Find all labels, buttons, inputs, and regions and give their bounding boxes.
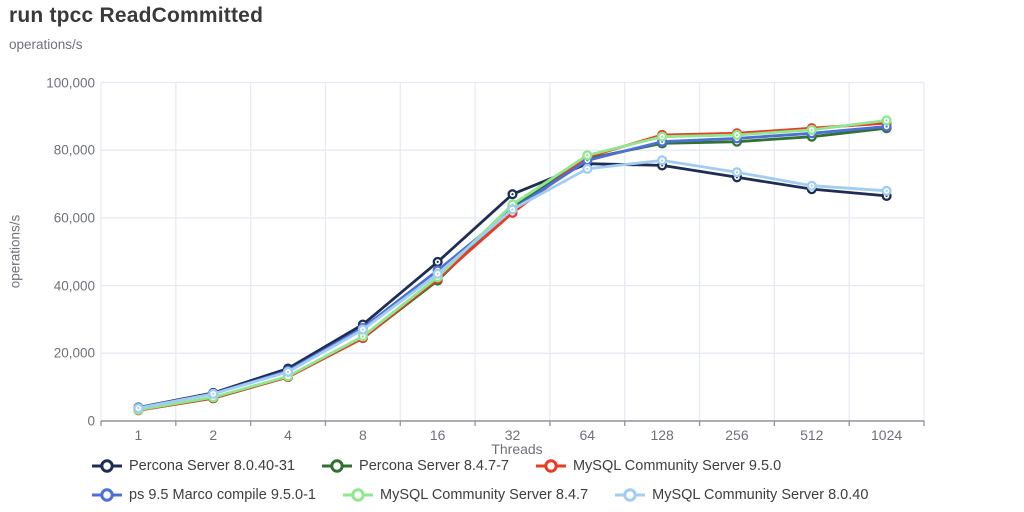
data-point-center bbox=[661, 135, 664, 138]
data-point-center bbox=[212, 392, 215, 396]
data-point-center bbox=[361, 335, 364, 338]
chart-legend-row-1: Percona Server 8.0.40-31 Percona Server 8… bbox=[92, 458, 781, 474]
legend-item: MySQL Community Server 9.5.0 bbox=[535, 458, 782, 474]
data-point-center bbox=[810, 184, 813, 187]
y-tick-label: 100,000 bbox=[46, 75, 95, 90]
legend-item: Percona Server 8.4.7-7 bbox=[322, 458, 509, 474]
data-point-center bbox=[810, 128, 813, 131]
data-point-center bbox=[661, 159, 664, 162]
legend-label: Percona Server 8.4.7-7 bbox=[359, 458, 509, 474]
y-tick-label: 40,000 bbox=[53, 278, 95, 294]
legend-label: ps 9.5 Marco compile 9.5.0-1 bbox=[129, 487, 316, 503]
data-point-center bbox=[286, 370, 290, 374]
data-point-center bbox=[735, 171, 739, 174]
x-tick-label: 16 bbox=[429, 427, 446, 443]
legend-marker-icon bbox=[342, 488, 373, 502]
chart-title: run tpcc ReadCommitted bbox=[9, 4, 264, 27]
data-point-center bbox=[436, 260, 439, 264]
x-tick-label: 1024 bbox=[871, 427, 903, 443]
y-tick-label: 0 bbox=[87, 413, 95, 429]
data-point-center bbox=[586, 154, 589, 157]
x-tick-label: 8 bbox=[358, 427, 367, 443]
x-tick-label: 32 bbox=[504, 427, 521, 443]
x-tick-label: 128 bbox=[650, 427, 674, 443]
y-tick-label: 80,000 bbox=[53, 142, 95, 158]
legend-label: MySQL Community Server 8.4.7 bbox=[379, 487, 589, 503]
data-point-center bbox=[511, 193, 514, 196]
data-point-center bbox=[511, 208, 514, 211]
legend-item: MySQL Community Server 8.0.40 bbox=[615, 487, 868, 503]
legend-item: MySQL Community Server 8.4.7 bbox=[342, 487, 589, 503]
x-axis-title: Threads bbox=[491, 441, 543, 457]
x-tick-label: 512 bbox=[800, 427, 824, 443]
legend-label: MySQL Community Server 9.5.0 bbox=[572, 458, 782, 474]
y-axis-unit-label-top: operations/s bbox=[9, 37, 83, 52]
data-point-center bbox=[361, 328, 364, 331]
legend-marker-icon bbox=[322, 459, 353, 473]
data-point-center bbox=[735, 133, 739, 137]
data-point-center bbox=[885, 189, 888, 192]
legend-marker-icon bbox=[615, 488, 646, 502]
y-tick-label: 20,000 bbox=[53, 345, 95, 361]
legend-marker-icon bbox=[92, 459, 122, 473]
legend-marker-icon bbox=[535, 459, 566, 473]
x-tick-label: 2 bbox=[209, 427, 218, 443]
x-tick-label: 256 bbox=[725, 427, 749, 443]
legend-label: Percona Server 8.0.40-31 bbox=[129, 458, 296, 474]
legend-marker-icon bbox=[92, 488, 122, 502]
legend-item: Percona Server 8.0.40-31 bbox=[92, 458, 295, 474]
data-point-center bbox=[586, 167, 589, 170]
data-point-center bbox=[436, 272, 439, 275]
y-tick-label: 60,000 bbox=[53, 210, 95, 226]
x-tick-label: 64 bbox=[579, 427, 596, 443]
x-tick-label: 1 bbox=[134, 427, 143, 443]
data-point-center bbox=[137, 407, 140, 410]
legend-item: ps 9.5 Marco compile 9.5.0-1 bbox=[92, 487, 316, 503]
data-point-center bbox=[885, 119, 888, 122]
data-point-center bbox=[885, 125, 888, 128]
legend-label: MySQL Community Server 8.0.40 bbox=[652, 487, 869, 503]
chart-legend-row-2: ps 9.5 Marco compile 9.5.0-1 MySQL Commun… bbox=[92, 487, 868, 503]
x-tick-label: 4 bbox=[284, 427, 292, 443]
